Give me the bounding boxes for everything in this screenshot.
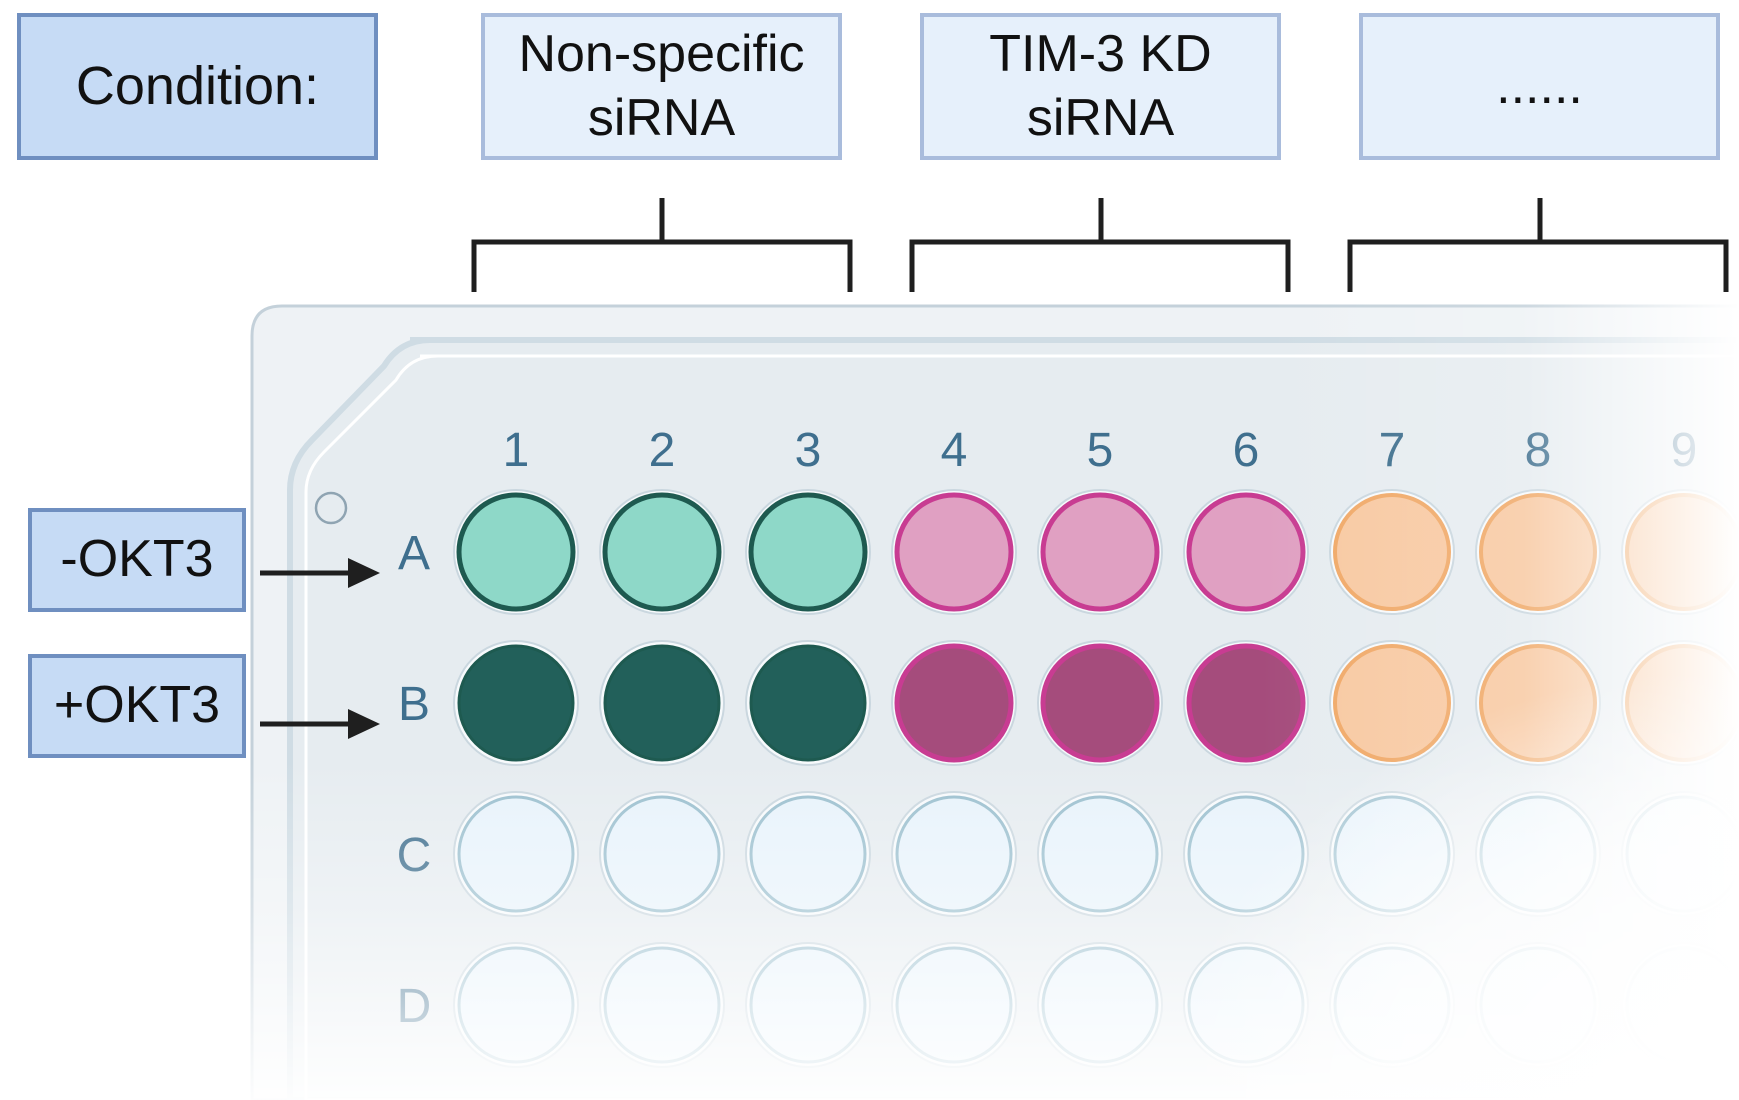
well-fill bbox=[457, 644, 575, 762]
well-fill bbox=[894, 643, 1014, 763]
well-fill bbox=[602, 492, 722, 612]
condition-bracket bbox=[1347, 198, 1729, 292]
column-label: 2 bbox=[649, 424, 676, 477]
well bbox=[745, 489, 871, 615]
treatment-arrow bbox=[260, 558, 380, 588]
column-label: 4 bbox=[941, 424, 968, 477]
arrow-head bbox=[348, 558, 380, 588]
well bbox=[891, 640, 1017, 766]
well bbox=[1037, 489, 1163, 615]
well bbox=[453, 489, 579, 615]
column-label: 5 bbox=[1087, 424, 1114, 477]
treatment-plus-okt3: +OKT3 bbox=[28, 654, 246, 758]
plate-corner-mark bbox=[314, 491, 348, 525]
plate-inner-highlight bbox=[304, 354, 1739, 1100]
well-fill bbox=[1040, 492, 1160, 612]
well-fill bbox=[749, 644, 867, 762]
treatment-arrows bbox=[260, 558, 380, 739]
well-fill bbox=[456, 492, 576, 612]
condition-label: ...... bbox=[1496, 56, 1583, 115]
condition-label: TIM-3 KD siRNA bbox=[989, 25, 1212, 147]
column-label: 3 bbox=[795, 424, 822, 477]
condition-bracket bbox=[909, 198, 1291, 292]
fade-corner bbox=[1100, 620, 1739, 1100]
condition-other: ...... bbox=[1359, 13, 1720, 160]
condition-bracket bbox=[471, 198, 853, 292]
plate-fade-overlay bbox=[0, 300, 1739, 1100]
well-fill bbox=[748, 492, 868, 612]
treatment-label: -OKT3 bbox=[60, 530, 214, 589]
arrow-head bbox=[348, 709, 380, 739]
condition-nonspecific-sirna: Non-specific siRNA bbox=[481, 13, 842, 160]
well bbox=[599, 640, 725, 766]
well-fill bbox=[894, 492, 1014, 612]
column-label: 6 bbox=[1233, 424, 1260, 477]
condition-header: Condition: bbox=[17, 13, 378, 160]
well bbox=[453, 640, 579, 766]
treatment-label: +OKT3 bbox=[53, 676, 221, 735]
treatment-arrow bbox=[260, 709, 380, 739]
row-label: A bbox=[398, 527, 430, 580]
column-label: 1 bbox=[503, 424, 530, 477]
well bbox=[599, 489, 725, 615]
condition-brackets bbox=[471, 198, 1729, 292]
row-label: B bbox=[398, 678, 430, 731]
treatment-minus-okt3: -OKT3 bbox=[28, 508, 246, 612]
well-fill bbox=[603, 644, 721, 762]
well bbox=[891, 489, 1017, 615]
condition-label: Non-specific siRNA bbox=[518, 25, 805, 147]
well bbox=[745, 640, 871, 766]
condition-tim3-kd-sirna: TIM-3 KD siRNA bbox=[920, 13, 1281, 160]
condition-header-text: Condition: bbox=[75, 55, 320, 116]
